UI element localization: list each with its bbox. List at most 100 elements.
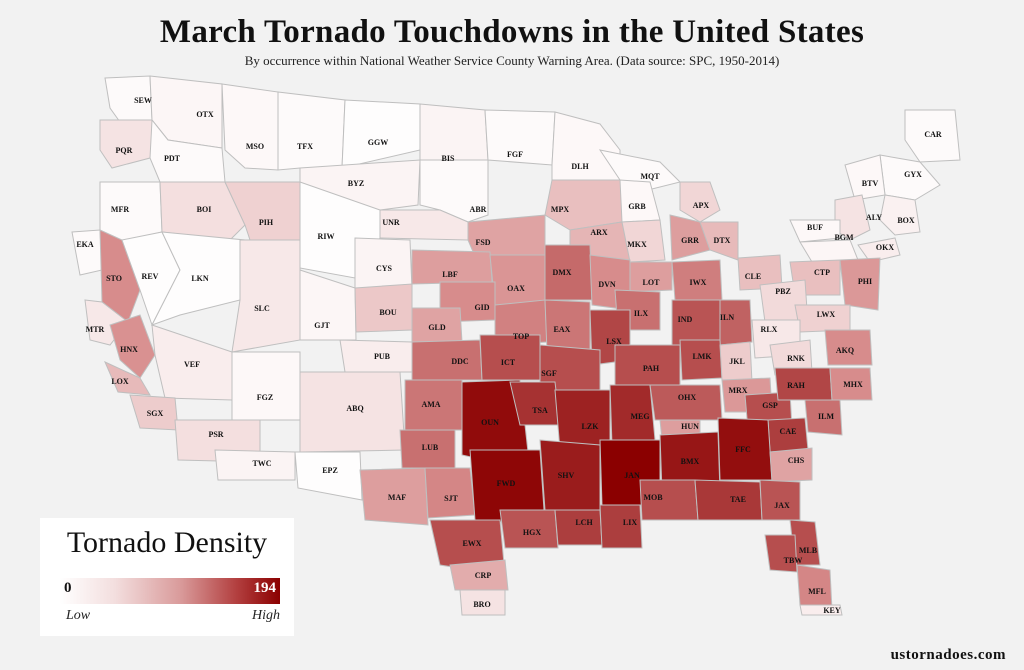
cwa-label-buf: BUF xyxy=(807,223,823,232)
cwa-label-box: BOX xyxy=(897,216,915,225)
cwa-region-crp xyxy=(449,559,509,591)
cwa-label-gid: GID xyxy=(474,303,489,312)
cwa-label-cys: CYS xyxy=(376,264,393,273)
cwa-region-lch xyxy=(554,509,603,546)
cwa-region-sto xyxy=(99,229,141,323)
cwa-label-lmk: LMK xyxy=(692,352,712,361)
cwa-region-twc xyxy=(214,449,296,481)
cwa-region-bro xyxy=(459,589,506,616)
cwa-label-key: KEY xyxy=(823,606,841,615)
cwa-region-iln xyxy=(719,299,753,346)
cwa-label-ggw: GGW xyxy=(368,138,388,147)
cwa-label-dmx: DMX xyxy=(552,268,571,277)
cwa-label-apx: APX xyxy=(693,201,710,210)
cwa-label-gsp: GSP xyxy=(762,401,778,410)
cwa-label-oun: OUN xyxy=(481,418,499,427)
cwa-label-akq: AKQ xyxy=(836,346,854,355)
cwa-region-epz xyxy=(294,451,363,501)
cwa-label-pih: PIH xyxy=(259,218,274,227)
cwa-label-hun: HUN xyxy=(681,422,699,431)
cwa-label-cae: CAE xyxy=(780,427,797,436)
cwa-region-maf xyxy=(359,467,429,526)
cwa-region-mkx xyxy=(621,219,666,263)
cwa-label-gjt: GJT xyxy=(314,321,330,330)
cwa-label-eax: EAX xyxy=(554,325,571,334)
cwa-label-sew: SEW xyxy=(134,96,152,105)
cwa-label-mfl: MFL xyxy=(808,587,826,596)
cwa-region-akq xyxy=(824,329,873,366)
cwa-label-vef: VEF xyxy=(184,360,200,369)
cwa-label-dvn: DVN xyxy=(598,280,616,289)
cwa-label-top: TOP xyxy=(513,332,529,341)
cwa-label-bis: BIS xyxy=(442,154,455,163)
cwa-label-grr: GRR xyxy=(681,236,699,245)
cwa-label-lox: LOX xyxy=(111,377,129,386)
cwa-label-sgx: SGX xyxy=(147,409,164,418)
cwa-label-iln: ILN xyxy=(720,313,734,322)
cwa-label-mqt: MQT xyxy=(640,172,660,181)
cwa-label-mpx: MPX xyxy=(551,205,569,214)
cwa-label-psr: PSR xyxy=(208,430,223,439)
cwa-label-lot: LOT xyxy=(643,278,661,287)
cwa-label-fwd: FWD xyxy=(497,479,516,488)
cwa-label-pqr: PQR xyxy=(116,146,133,155)
cwa-label-pbz: PBZ xyxy=(775,287,791,296)
cwa-label-eka: EKA xyxy=(76,240,94,249)
cwa-label-rah: RAH xyxy=(787,381,806,390)
cwa-label-hnx: HNX xyxy=(120,345,138,354)
cwa-label-rlx: RLX xyxy=(761,325,778,334)
cwa-region-jax xyxy=(759,479,801,521)
cwa-label-grb: GRB xyxy=(628,202,646,211)
cwa-region-car xyxy=(904,109,961,163)
cwa-region-ilm xyxy=(804,399,843,436)
legend-gradient-bar: 0 194 xyxy=(60,578,280,604)
cwa-label-sto: STO xyxy=(106,274,122,283)
cwa-label-slc: SLC xyxy=(254,304,270,313)
cwa-label-phi: PHI xyxy=(858,277,872,286)
cwa-region-tfx xyxy=(277,91,346,171)
cwa-region-tae xyxy=(694,479,763,521)
cwa-label-fgf: FGF xyxy=(507,150,523,159)
cwa-label-rnk: RNK xyxy=(787,354,806,363)
cwa-label-ffc: FFC xyxy=(735,445,751,454)
cwa-label-mso: MSO xyxy=(246,142,264,151)
legend-title: Tornado Density xyxy=(66,526,268,559)
cwa-label-btv: BTV xyxy=(862,179,879,188)
cwa-label-tae: TAE xyxy=(730,495,746,504)
cwa-region-mhx xyxy=(829,367,873,401)
cwa-label-mhx: MHX xyxy=(843,380,863,389)
cwa-label-ama: AMA xyxy=(421,400,440,409)
legend-box: Tornado Density 0 194 Low High xyxy=(40,518,294,636)
legend-min-value: 0 xyxy=(64,580,72,596)
cwa-label-mlb: MLB xyxy=(799,546,818,555)
website-credit: ustornadoes.com xyxy=(890,647,1006,663)
cwa-label-gld: GLD xyxy=(428,323,446,332)
cwa-region-lox xyxy=(104,361,151,396)
cwa-label-ict: ICT xyxy=(501,358,516,367)
legend-high-label: High xyxy=(252,608,280,623)
cwa-label-boi: BOI xyxy=(197,205,212,214)
cwa-label-pah: PAH xyxy=(643,364,660,373)
cwa-label-mfr: MFR xyxy=(111,205,129,214)
cwa-label-twc: TWC xyxy=(252,459,271,468)
cwa-label-bro: BRO xyxy=(473,600,490,609)
cwa-label-pdt: PDT xyxy=(164,154,181,163)
cwa-label-ilm: ILM xyxy=(818,412,834,421)
cwa-label-abq: ABQ xyxy=(346,404,363,413)
cwa-label-lch: LCH xyxy=(575,518,593,527)
cwa-label-dlh: DLH xyxy=(571,162,589,171)
cwa-region-mqt xyxy=(598,149,681,193)
cwa-region-hgx xyxy=(499,509,559,549)
cwa-region-mfr xyxy=(99,181,163,243)
cwa-region-eka xyxy=(71,229,103,276)
cwa-region-apx xyxy=(679,181,721,223)
cwa-label-ind: IND xyxy=(678,315,693,324)
cwa-label-bmx: BMX xyxy=(681,457,700,466)
cwa-region-okx xyxy=(857,237,901,263)
cwa-label-gyx: GYX xyxy=(904,170,922,179)
cwa-region-btv xyxy=(844,154,886,201)
cwa-label-iwx: IWX xyxy=(690,278,707,287)
cwa-label-abr: ABR xyxy=(470,205,487,214)
cwa-label-unr: UNR xyxy=(382,218,400,227)
cwa-label-pub: PUB xyxy=(374,352,391,361)
